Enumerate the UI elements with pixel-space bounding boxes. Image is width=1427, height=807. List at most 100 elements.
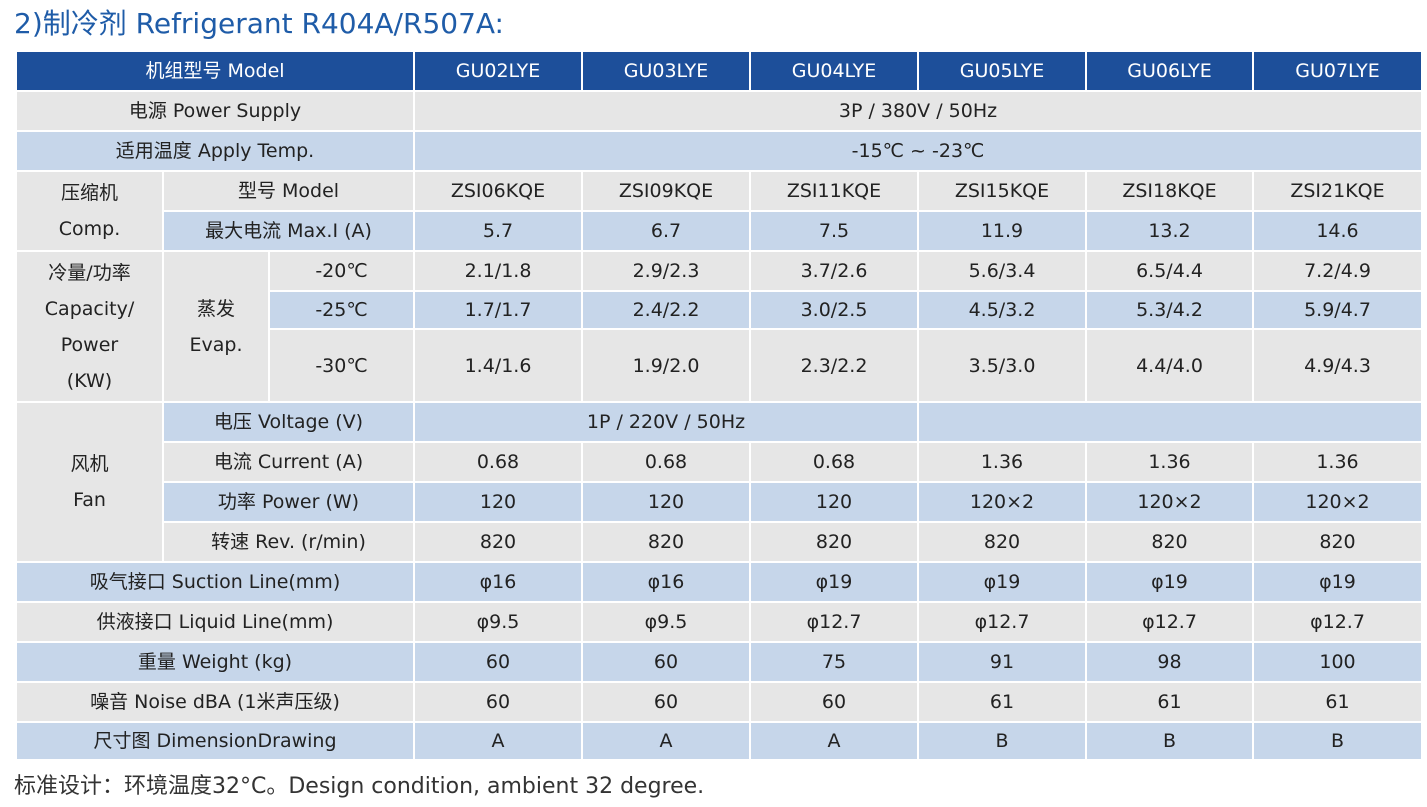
table-cell: 1.4/1.6: [413, 328, 583, 403]
row-label: 尺寸图 DimensionDrawing: [15, 721, 415, 761]
table-cell: φ16: [413, 561, 583, 603]
group-label: 冷量/功率 Capacity/Power (KW): [15, 250, 164, 403]
table-cell: 14.6: [1252, 210, 1423, 252]
table-cell: A: [581, 721, 751, 761]
table-cell: 5.6/3.4: [917, 250, 1087, 292]
row-label: 功率 Power (W): [162, 481, 415, 523]
table-cell: 11.9: [917, 210, 1087, 252]
table-cell: 0.68: [413, 441, 583, 483]
table-row: 机组型号 Model GU02LYE GU03LYE GU04LYE GU05LYE GU…: [15, 50, 1423, 92]
table-cell: 120: [581, 481, 751, 523]
spec-table: 机组型号 Model GU02LYE GU03LYE GU04LYE GU05LYE GU…: [15, 50, 1423, 761]
table-cell: 3.5/3.0: [917, 328, 1087, 403]
table-cell: 13.2: [1085, 210, 1254, 252]
table-cell: ZSI11KQE: [749, 170, 919, 212]
table-cell: 100: [1252, 641, 1423, 683]
table-cell: 4.9/4.3: [1252, 328, 1423, 403]
row-label: 电源 Power Supply: [15, 90, 415, 132]
table-row: 电源 Power Supply 3P / 380V / 50Hz: [15, 90, 1423, 132]
table-cell: 60: [413, 641, 583, 683]
table-cell: ZSI06KQE: [413, 170, 583, 212]
table-cell: 5.3/4.2: [1085, 290, 1254, 330]
table-cell: GU03LYE: [581, 50, 751, 92]
table-cell: GU04LYE: [749, 50, 919, 92]
table-row: 供液接口 Liquid Line(mm) φ9.5 φ9.5 φ12.7 φ12.7 φ1…: [15, 601, 1423, 643]
group-label: 风机 Fan: [15, 401, 164, 563]
table-cell: 2.1/1.8: [413, 250, 583, 292]
table-cell: ZSI09KQE: [581, 170, 751, 212]
table-cell: GU06LYE: [1085, 50, 1254, 92]
table-cell: B: [1085, 721, 1254, 761]
row-label: 适用温度 Apply Temp.: [15, 130, 415, 172]
table-cell: φ12.7: [917, 601, 1087, 643]
table-cell: 0.68: [581, 441, 751, 483]
table-row: -25℃ 1.7/1.7 2.4/2.2 3.0/2.5 4.5/3.2 5.3/4.2 5…: [16, 290, 1423, 330]
table-cell: ZSI18KQE: [1085, 170, 1254, 212]
table-cell: 2.9/2.3: [581, 250, 751, 292]
table-cell: A: [413, 721, 583, 761]
table-cell: 820: [581, 521, 751, 563]
row-label: 机组型号 Model: [15, 50, 415, 92]
row-label: 最大电流 Max.I (A): [162, 210, 415, 252]
table-cell: φ19: [749, 561, 919, 603]
table-cell: 820: [749, 521, 919, 563]
table-row: 风机 Fan 电压 Voltage (V) 1P / 220V / 50Hz: [15, 401, 1423, 563]
table-cell: A: [749, 721, 919, 761]
row-label: 噪音 Noise dBA (1米声压级): [15, 681, 415, 723]
table-cell: 4.5/3.2: [917, 290, 1087, 330]
table-cell: 5.9/4.7: [1252, 290, 1423, 330]
table-cell: 1.36: [1252, 441, 1423, 483]
table-cell: 1.7/1.7: [413, 290, 583, 330]
table-cell: 820: [1252, 521, 1423, 563]
table-cell: ZSI21KQE: [1252, 170, 1423, 212]
table-cell: 1.9/2.0: [581, 328, 751, 403]
table-cell: 3P / 380V / 50Hz: [413, 90, 1423, 132]
table-cell: B: [917, 721, 1087, 761]
row-label: 供液接口 Liquid Line(mm): [15, 601, 415, 643]
table-cell: 7.2/4.9: [1252, 250, 1423, 292]
group-label: 蒸发 Evap.: [162, 250, 270, 403]
table-cell: φ12.7: [1252, 601, 1423, 643]
table-cell: GU02LYE: [413, 50, 583, 92]
table-cell: 3.7/2.6: [749, 250, 919, 292]
empty-cell: [917, 401, 1423, 443]
table-cell: 2.4/2.2: [581, 290, 751, 330]
cell-line: Fan: [73, 489, 106, 511]
table-row: 功率 Power (W) 120 120 120 120×2 120×2 120×2: [16, 481, 1423, 523]
cell-line: Evap.: [189, 333, 243, 356]
cell-line: Power: [60, 333, 119, 356]
table-cell: -20℃: [268, 250, 415, 292]
table-row: 冷量/功率 Capacity/Power (KW) 蒸发 Evap. -20℃ 2.1/1.…: [15, 250, 1423, 403]
table-cell: φ16: [581, 561, 751, 603]
table-cell: 61: [1252, 681, 1423, 723]
table-cell: 820: [917, 521, 1087, 563]
table-row: 尺寸图 DimensionDrawing A A A B B B: [15, 721, 1423, 761]
table-row: 压缩机 Comp. 型号 Model ZSI06KQE ZSI09KQE ZSI11KQE…: [15, 170, 1423, 252]
table-row: 电流 Current (A) 0.68 0.68 0.68 1.36 1.36 1.36: [16, 441, 1423, 483]
table-cell: φ9.5: [413, 601, 583, 643]
row-label: 转速 Rev. (r/min): [162, 521, 415, 563]
table-row: 噪音 Noise dBA (1米声压级) 60 60 60 61 61 61: [15, 681, 1423, 723]
title: 2)制冷剂 Refrigerant R404A/R507A:: [14, 7, 504, 40]
table-cell: -25℃: [268, 290, 415, 330]
table-cell: 2.3/2.2: [749, 328, 919, 403]
table-cell: 98: [1085, 641, 1254, 683]
table-cell: 820: [1085, 521, 1254, 563]
table-cell: 6.5/4.4: [1085, 250, 1254, 292]
cell-line: 压缩机: [60, 182, 118, 204]
table-cell: 820: [413, 521, 583, 563]
table-cell: φ19: [1085, 561, 1254, 603]
table-row: 最大电流 Max.I (A) 5.7 6.7 7.5 11.9 13.2 14.6: [16, 210, 1423, 252]
table-cell: φ19: [917, 561, 1087, 603]
cell-line: Comp.: [58, 218, 121, 240]
table-cell: φ12.7: [1085, 601, 1254, 643]
table-cell: 1.36: [917, 441, 1087, 483]
table-cell: 120×2: [917, 481, 1087, 523]
table-row: -30℃ 1.4/1.6 1.9/2.0 2.3/2.2 3.5/3.0 4.4/4.0 4…: [16, 328, 1423, 403]
table-cell: 120×2: [1252, 481, 1423, 523]
table-cell: 4.4/4.0: [1085, 328, 1254, 403]
table-row: 转速 Rev. (r/min) 820 820 820 820 820 820: [16, 521, 1423, 563]
table-cell: 7.5: [749, 210, 919, 252]
table-cell: 6.7: [581, 210, 751, 252]
